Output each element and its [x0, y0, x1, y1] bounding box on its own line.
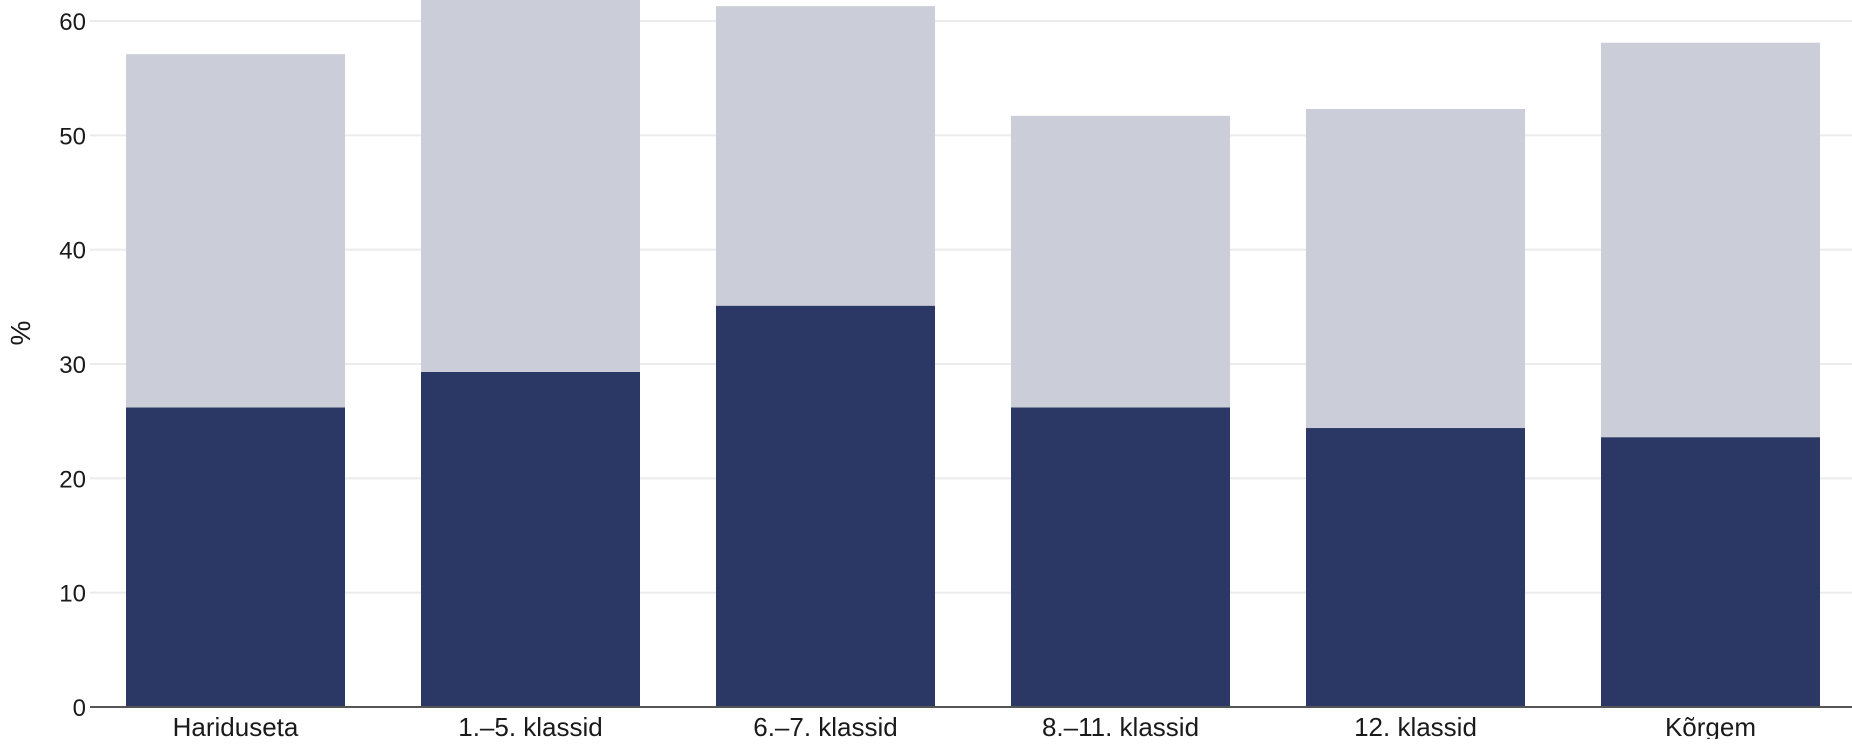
bar-segment-series-1 [1306, 428, 1525, 707]
bar-segment-series-1 [1011, 407, 1230, 707]
bar-segment-series-2 [1601, 42, 1820, 438]
y-tick-label: 10 [59, 581, 86, 608]
x-tick-label: 12. klassid [1354, 712, 1477, 739]
bar-segment-series-2 [716, 6, 935, 306]
y-axis-title: % [5, 321, 36, 346]
y-tick-label: 20 [59, 466, 86, 493]
bars [126, 0, 1820, 707]
x-tick-label: 8.–11. klassid [1042, 712, 1199, 739]
y-tick-label: 40 [59, 238, 86, 265]
gridlines [90, 20, 1852, 594]
bar-segment-series-1 [1601, 437, 1820, 707]
y-tick-label: 60 [59, 9, 86, 36]
x-tick-label: Hariduseta [173, 712, 299, 739]
x-tick-label: 6.–7. klassid [753, 712, 898, 739]
bar-segment-series-1 [126, 407, 345, 707]
bar-segment-series-2 [421, 0, 640, 373]
bar-segment-series-1 [421, 372, 640, 707]
x-tick-label: 1.–5. klassid [458, 712, 603, 739]
bar-segment-series-2 [126, 54, 345, 408]
y-tick-label: 30 [59, 352, 86, 379]
y-tick-label: 50 [59, 123, 86, 150]
y-tick-label: 0 [73, 695, 86, 722]
bar-segment-series-1 [716, 305, 935, 707]
bar-segment-series-2 [1306, 109, 1525, 429]
axes: 0 10 20 30 40 50 60 Hariduseta 1.–5. klassid 6.–7… [59, 9, 1852, 742]
x-tick-label: Kõrgem [1665, 712, 1756, 739]
bar-segment-series-2 [1011, 115, 1230, 408]
